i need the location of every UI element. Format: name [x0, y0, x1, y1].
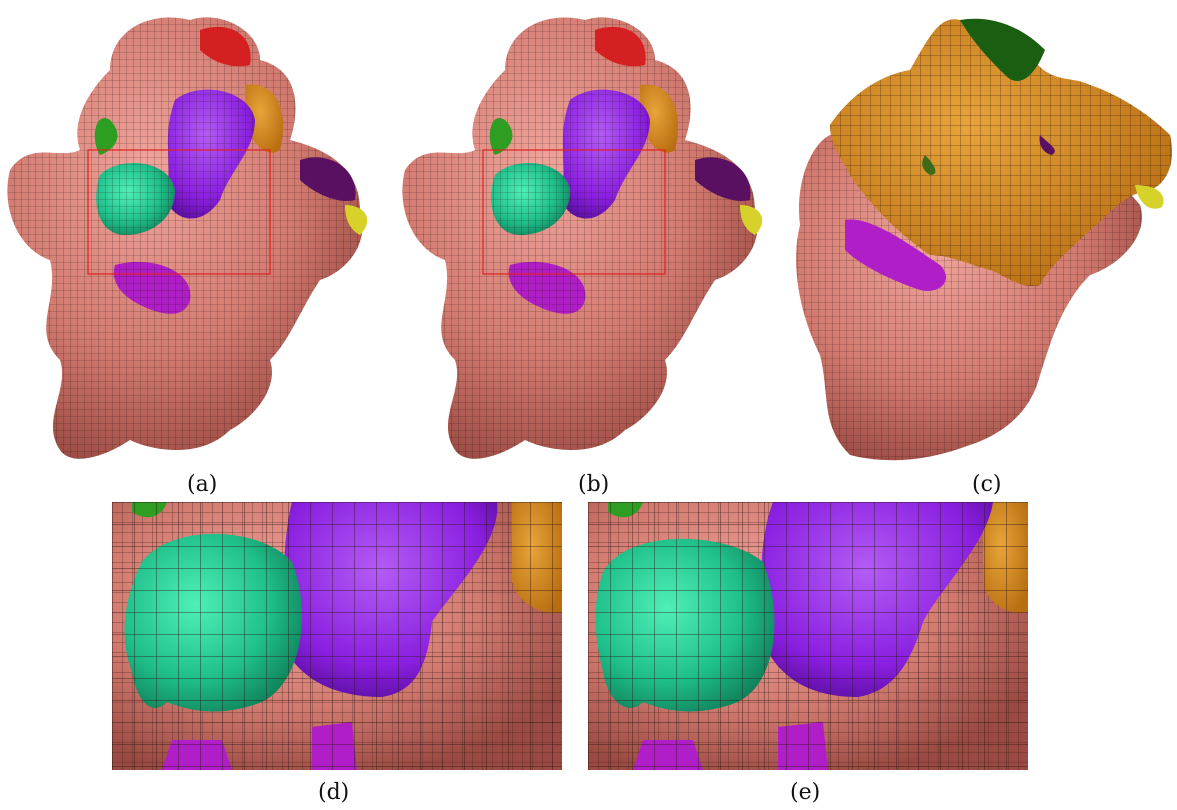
zoom-box	[87, 149, 271, 275]
yellow-region	[345, 205, 368, 235]
protein-surface-mesh-a	[7, 17, 368, 459]
red-region	[595, 26, 646, 67]
salmon-surface	[7, 17, 363, 459]
panel-d-zoom	[112, 502, 562, 770]
caption-d: (d)	[318, 780, 350, 805]
caption-b: (b)	[578, 472, 610, 497]
orange-region	[640, 84, 679, 153]
panel-b-mesh	[395, 10, 785, 465]
panel-c-mesh	[790, 15, 1177, 465]
dark-green-region	[960, 18, 1045, 81]
zoom-box	[482, 149, 666, 275]
green-spot	[922, 155, 936, 175]
zoomed-mesh-d	[112, 502, 562, 770]
dark-purple-region	[695, 157, 751, 201]
orange-region	[245, 84, 284, 153]
protein-surface-mesh-c	[796, 18, 1173, 461]
green-region	[489, 118, 513, 155]
protein-surface-mesh-b	[402, 17, 763, 459]
zoomed-mesh-e	[588, 502, 1028, 770]
panel-a-mesh	[0, 10, 390, 465]
green-region	[94, 118, 118, 155]
yellow-region	[740, 205, 763, 235]
caption-a: (a)	[187, 472, 218, 497]
caption-c: (c)	[972, 472, 1002, 497]
yellow-region	[1135, 185, 1164, 209]
salmon-surface	[402, 17, 758, 459]
red-region	[200, 26, 251, 67]
dark-purple-region	[300, 157, 356, 201]
panel-e-zoom	[588, 502, 1028, 770]
magenta-region	[845, 219, 947, 291]
caption-e: (e)	[790, 780, 821, 805]
dark-purple-spot	[1039, 135, 1055, 155]
